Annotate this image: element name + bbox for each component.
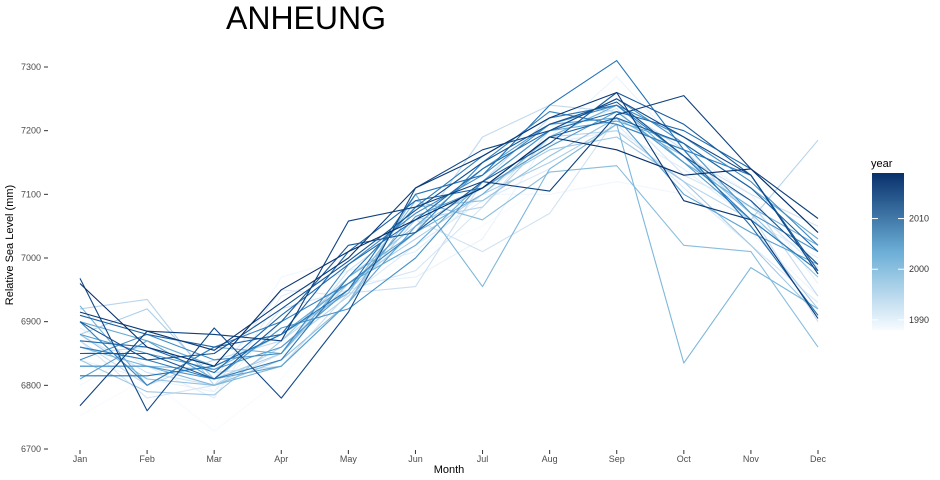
- series-line-2011: [80, 60, 819, 377]
- series-line-1993: [79, 107, 819, 399]
- y-tick-label: 7200: [21, 126, 41, 136]
- legend-title: year: [871, 158, 893, 170]
- x-tick-label: Apr: [274, 454, 288, 464]
- series-line-2008: [79, 104, 819, 361]
- x-tick-label: Jul: [477, 454, 489, 464]
- x-tick-label: May: [340, 454, 358, 464]
- x-tick-label: Feb: [139, 454, 155, 464]
- y-tick-label: 6900: [21, 317, 41, 327]
- series-line-2005: [79, 117, 819, 380]
- legend-tick-label: 1990: [909, 315, 929, 325]
- x-tick-label: Dec: [810, 454, 827, 464]
- y-tick-label: 6700: [21, 444, 41, 454]
- series-line-1994: [79, 117, 819, 386]
- series-line-2007: [80, 98, 819, 380]
- y-tick-label: 7100: [21, 189, 41, 199]
- x-tick-label: Oct: [677, 454, 692, 464]
- series-line-1998: [79, 123, 819, 380]
- x-axis: Jan Feb Mar Apr May Jun Jul Aug Sep Oct Nov Dec: [73, 450, 827, 464]
- series-line-1992: [79, 123, 819, 380]
- x-axis-title: Month: [434, 464, 465, 476]
- legend-colorbar: [872, 173, 904, 330]
- y-tick-label: 7000: [21, 253, 41, 263]
- x-tick-label: Aug: [542, 454, 558, 464]
- series-line-2006: [79, 111, 819, 370]
- series-line-2014: [80, 91, 819, 380]
- y-axis: 6700 6800 6900 7000 7100 7200 7300: [21, 62, 48, 454]
- series-line-2017: [79, 95, 819, 407]
- chart-title: ANHEUNG: [226, 0, 386, 36]
- series-line-1991: [79, 130, 819, 399]
- x-tick-label: Nov: [743, 454, 760, 464]
- series-line-2000: [79, 117, 819, 386]
- series-line-2010: [79, 104, 819, 380]
- y-tick-label: 7300: [21, 62, 41, 72]
- series-line-1990: [79, 76, 819, 393]
- legend-ticks: 1990 2000 2010: [872, 214, 929, 325]
- x-tick-label: Mar: [206, 454, 222, 464]
- y-tick-label: 6800: [21, 380, 41, 390]
- series-line-2019: [79, 136, 819, 367]
- x-tick-label: Sep: [609, 454, 625, 464]
- x-tick-label: Jun: [408, 454, 423, 464]
- series-line-2001: [80, 165, 819, 370]
- series-layer: [79, 60, 819, 432]
- y-axis-title: Relative Sea Level (mm): [4, 185, 16, 305]
- legend-tick-label: 2010: [909, 214, 929, 224]
- color-legend: year 1990 2000 2010: [871, 158, 929, 330]
- legend-tick-label: 2000: [909, 264, 929, 274]
- series-line-2016: [79, 98, 819, 412]
- series-line-2002: [79, 123, 819, 386]
- series-line-2015: [79, 101, 819, 361]
- x-tick-label: Jan: [73, 454, 88, 464]
- series-line-2009: [79, 111, 819, 386]
- series-line-2018: [79, 91, 819, 351]
